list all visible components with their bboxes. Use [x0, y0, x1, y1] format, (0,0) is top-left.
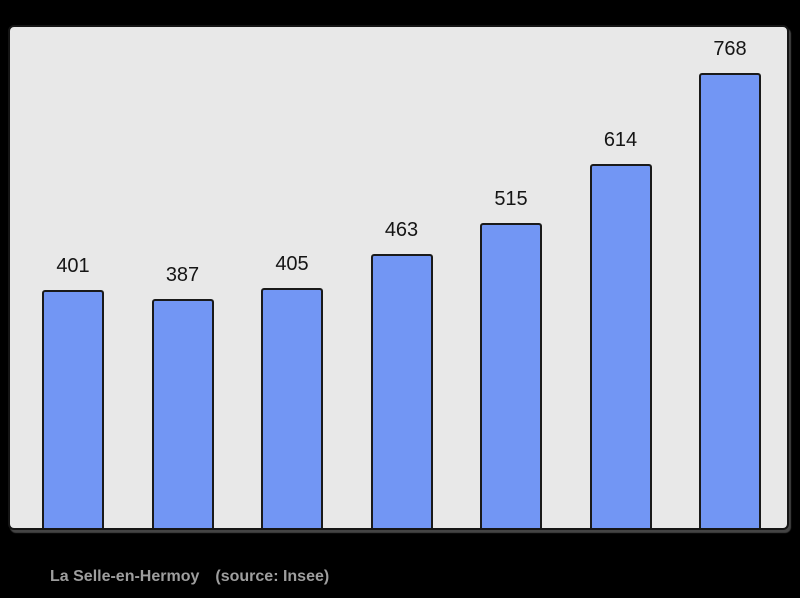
bar-value-label: 405: [275, 253, 309, 275]
bar: [699, 73, 761, 528]
bar: [261, 288, 323, 528]
commune-name: La Selle-en-Hermoy: [50, 568, 200, 585]
bars-container: 401 387 405 463 515 614 768: [10, 27, 787, 528]
chart-panel: 401 387 405 463 515 614 768: [8, 25, 789, 530]
chart-caption: La Selle-en-Hermoy (source: Insee): [50, 568, 329, 586]
bar-group: 463: [370, 219, 433, 528]
source-label: (source: Insee): [215, 568, 330, 585]
bar-value-label: 401: [56, 255, 90, 277]
bar-value-label: 768: [713, 38, 747, 60]
bar: [151, 299, 214, 528]
bar-group: 401: [42, 255, 104, 528]
bar-group: 405: [261, 253, 323, 528]
bar-group: 515: [480, 188, 542, 528]
bar-group: 768: [699, 38, 761, 528]
bar: [370, 254, 433, 528]
bar-value-label: 387: [165, 264, 200, 286]
bar-group: 614: [589, 129, 652, 528]
bar: [42, 290, 104, 528]
bar-value-label: 614: [603, 129, 638, 151]
bar: [480, 223, 542, 528]
bar: [589, 164, 652, 528]
bar-group: 387: [151, 264, 214, 528]
bar-value-label: 463: [384, 219, 419, 241]
bar-value-label: 515: [494, 188, 528, 210]
